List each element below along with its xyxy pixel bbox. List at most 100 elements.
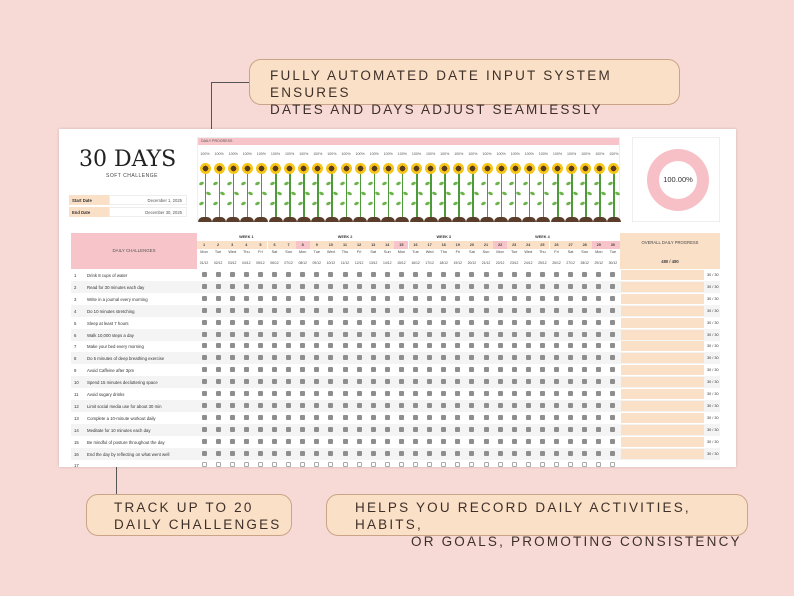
day-checkbox[interactable] bbox=[229, 438, 235, 444]
day-checkbox[interactable] bbox=[215, 379, 221, 385]
day-checkbox[interactable] bbox=[413, 391, 418, 396]
day-checkbox[interactable] bbox=[201, 307, 207, 313]
day-checkbox[interactable] bbox=[610, 438, 616, 444]
day-checkbox[interactable] bbox=[554, 295, 559, 301]
day-checkbox[interactable] bbox=[497, 307, 503, 313]
day-checkbox[interactable] bbox=[272, 462, 277, 467]
day-checkbox[interactable] bbox=[243, 272, 249, 277]
day-checkbox[interactable] bbox=[511, 450, 517, 456]
day-checkbox[interactable] bbox=[243, 331, 249, 337]
day-checkbox[interactable] bbox=[229, 379, 235, 385]
day-checkbox[interactable] bbox=[455, 307, 461, 313]
day-checkbox[interactable] bbox=[314, 307, 320, 313]
challenge-text[interactable]: Avoid sugary drinks bbox=[87, 392, 125, 397]
day-checkbox[interactable] bbox=[483, 295, 489, 301]
day-checkbox[interactable] bbox=[469, 272, 475, 277]
day-checkbox[interactable] bbox=[398, 272, 404, 277]
day-checkbox[interactable] bbox=[384, 402, 390, 408]
day-checkbox[interactable] bbox=[342, 272, 348, 277]
day-checkbox[interactable] bbox=[469, 462, 475, 467]
day-checkbox[interactable] bbox=[370, 438, 376, 444]
day-checkbox[interactable] bbox=[272, 438, 277, 444]
day-checkbox[interactable] bbox=[300, 355, 306, 361]
day-checkbox[interactable] bbox=[243, 343, 249, 349]
day-checkbox[interactable] bbox=[511, 283, 517, 289]
day-checkbox[interactable] bbox=[441, 438, 447, 444]
day-checkbox[interactable] bbox=[257, 426, 263, 432]
day-checkbox[interactable] bbox=[427, 426, 433, 432]
day-checkbox[interactable] bbox=[596, 391, 602, 396]
day-checkbox[interactable] bbox=[497, 402, 503, 408]
day-checkbox[interactable] bbox=[441, 391, 447, 396]
day-checkbox[interactable] bbox=[497, 295, 503, 301]
day-checkbox[interactable] bbox=[525, 331, 531, 337]
day-checkbox[interactable] bbox=[384, 414, 390, 420]
day-checkbox[interactable] bbox=[455, 391, 461, 396]
day-checkbox[interactable] bbox=[568, 450, 574, 456]
day-checkbox[interactable] bbox=[455, 295, 461, 301]
day-checkbox[interactable] bbox=[525, 414, 531, 420]
day-checkbox[interactable] bbox=[483, 367, 489, 373]
day-checkbox[interactable] bbox=[582, 414, 588, 420]
day-checkbox[interactable] bbox=[610, 283, 616, 289]
day-checkbox[interactable] bbox=[300, 438, 306, 444]
day-checkbox[interactable] bbox=[511, 426, 517, 432]
day-checkbox[interactable] bbox=[610, 426, 616, 432]
challenge-text[interactable]: Sleep at least 7 hours bbox=[87, 320, 129, 326]
day-checkbox[interactable] bbox=[525, 402, 531, 408]
day-checkbox[interactable] bbox=[539, 283, 545, 289]
day-checkbox[interactable] bbox=[511, 272, 517, 277]
day-checkbox[interactable] bbox=[201, 272, 207, 277]
day-checkbox[interactable] bbox=[229, 450, 235, 456]
day-checkbox[interactable] bbox=[455, 379, 461, 385]
day-checkbox[interactable] bbox=[441, 283, 447, 289]
day-checkbox[interactable] bbox=[568, 462, 574, 467]
day-checkbox[interactable] bbox=[342, 343, 348, 349]
day-checkbox[interactable] bbox=[257, 438, 263, 444]
day-checkbox[interactable] bbox=[272, 379, 277, 385]
day-checkbox[interactable] bbox=[596, 379, 602, 385]
day-checkbox[interactable] bbox=[596, 426, 602, 432]
day-checkbox[interactable] bbox=[554, 355, 559, 361]
day-checkbox[interactable] bbox=[286, 307, 292, 313]
day-checkbox[interactable] bbox=[215, 283, 221, 289]
challenge-text[interactable]: Complete a 10-minute workout daily bbox=[87, 415, 156, 421]
day-checkbox[interactable] bbox=[582, 462, 588, 467]
day-checkbox[interactable] bbox=[427, 379, 433, 385]
day-checkbox[interactable] bbox=[384, 391, 390, 396]
day-checkbox[interactable] bbox=[497, 319, 503, 325]
day-checkbox[interactable] bbox=[497, 450, 503, 456]
day-checkbox[interactable] bbox=[257, 450, 263, 456]
day-checkbox[interactable] bbox=[328, 319, 334, 325]
day-checkbox[interactable] bbox=[455, 331, 461, 337]
day-checkbox[interactable] bbox=[328, 379, 334, 385]
day-checkbox[interactable] bbox=[398, 450, 404, 456]
day-checkbox[interactable] bbox=[568, 391, 574, 396]
day-checkbox[interactable] bbox=[483, 283, 489, 289]
day-checkbox[interactable] bbox=[469, 402, 475, 408]
day-checkbox[interactable] bbox=[497, 438, 503, 444]
day-checkbox[interactable] bbox=[243, 450, 249, 456]
day-checkbox[interactable] bbox=[201, 438, 207, 444]
day-checkbox[interactable] bbox=[398, 426, 404, 432]
day-checkbox[interactable] bbox=[370, 295, 376, 301]
day-checkbox[interactable] bbox=[356, 450, 362, 456]
day-checkbox[interactable] bbox=[243, 414, 249, 420]
day-checkbox[interactable] bbox=[497, 414, 503, 420]
day-checkbox[interactable] bbox=[229, 343, 235, 349]
day-checkbox[interactable] bbox=[596, 355, 602, 361]
day-checkbox[interactable] bbox=[314, 438, 320, 444]
day-checkbox[interactable] bbox=[398, 367, 404, 373]
day-checkbox[interactable] bbox=[342, 438, 348, 444]
day-checkbox[interactable] bbox=[539, 402, 545, 408]
day-checkbox[interactable] bbox=[554, 319, 559, 325]
day-checkbox[interactable] bbox=[554, 343, 559, 349]
day-checkbox[interactable] bbox=[427, 414, 433, 420]
day-checkbox[interactable] bbox=[272, 391, 277, 396]
day-checkbox[interactable] bbox=[229, 272, 235, 277]
day-checkbox[interactable] bbox=[596, 295, 602, 301]
day-checkbox[interactable] bbox=[525, 450, 531, 456]
day-checkbox[interactable] bbox=[469, 319, 475, 325]
day-checkbox[interactable] bbox=[201, 295, 207, 301]
day-checkbox[interactable] bbox=[286, 426, 292, 432]
